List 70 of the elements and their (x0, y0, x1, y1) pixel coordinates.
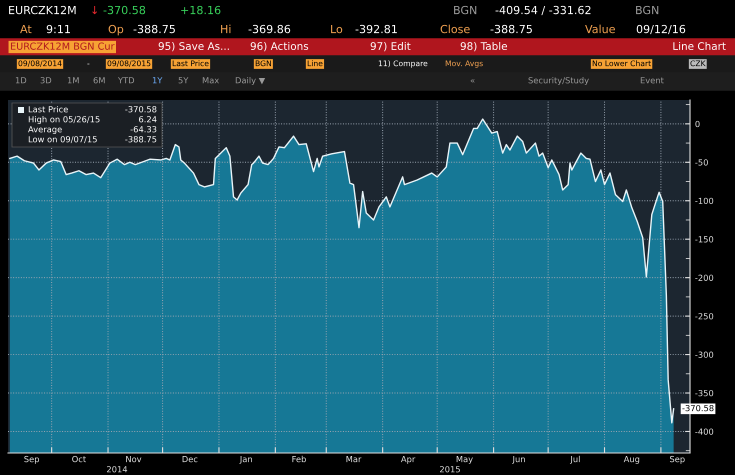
y-tick-label: -300 (695, 352, 714, 358)
x-tick-label: Feb (292, 456, 306, 462)
text: 1M (68, 77, 79, 84)
x-tick-label: Sep (24, 456, 40, 464)
text: Op (108, 24, 124, 36)
text: 98) Table (460, 42, 508, 52)
text: Lo (331, 24, 342, 34)
text: 95) Save As... (158, 42, 229, 52)
text: 5Y (178, 77, 188, 84)
text: EURCZK12M BGN Cur (10, 42, 115, 50)
text: -370.58 (104, 6, 146, 14)
text: 3D (40, 77, 52, 84)
x-tick-label: Jul (570, 456, 580, 464)
y-tick-label: -200 (695, 274, 714, 281)
x-tick-label: Mar (346, 456, 362, 462)
text: Hi (221, 24, 230, 34)
text: -388.75 (134, 24, 175, 34)
text: -392.81 (356, 24, 397, 34)
text: 1Y (152, 77, 162, 84)
text: Close (440, 24, 470, 34)
text: Value (585, 24, 615, 34)
annotation: -388.75 (125, 136, 156, 142)
y-tick-label: -100 (695, 198, 714, 204)
chart-title: EURCZK12M (9, 6, 76, 14)
text: 6M (94, 77, 105, 84)
text: Line Chart (673, 42, 726, 50)
annotation: Average (28, 126, 62, 134)
x-tick-label: Apr (400, 456, 416, 464)
text: +18.16 (181, 6, 220, 14)
text: -409.54 / -331.62 (496, 6, 590, 16)
x-tick-label: Nov (126, 456, 142, 462)
text: « (470, 78, 474, 83)
x-tick-label: Jun (512, 456, 525, 464)
text: Max (202, 77, 219, 84)
text: 96) Actions (250, 42, 308, 52)
y-tick-label: -150 (695, 236, 714, 242)
text: 2015 (440, 466, 460, 472)
text: Security/Study (528, 76, 589, 86)
annotation: -370.58 (125, 106, 156, 112)
x-tick-label: Oct (72, 456, 86, 462)
y-tick-label: -350 (695, 390, 714, 396)
text: At (20, 24, 32, 34)
x-tick-label: Aug (624, 456, 640, 464)
x-tick-label: May (456, 456, 473, 464)
annotation: High on 05/26/15 (28, 116, 100, 124)
text: 2014 (107, 466, 128, 472)
text: ↓ (92, 6, 98, 14)
text: Daily ▼ (236, 76, 266, 86)
y-tick-label: -250 (695, 313, 714, 320)
x-tick-label: Jan (239, 456, 252, 464)
text: Event (640, 77, 664, 84)
annotation: -64.33 (130, 126, 156, 132)
annotation: 6.24 (139, 116, 157, 122)
text: 97) Edit (370, 42, 411, 52)
text: 1D (16, 77, 26, 84)
text: YTD (118, 77, 134, 84)
text: 09/12/16 (636, 24, 686, 34)
annotation: Low on 09/07/15 (28, 136, 97, 144)
text: 9:11 (46, 24, 70, 34)
text: BGN (454, 6, 476, 14)
x-tick-label: Sep (670, 456, 685, 464)
x-tick-label: Dec (182, 456, 198, 462)
text: BGN (636, 6, 658, 14)
y-tick-label: -400 (695, 428, 714, 435)
y-tick-label: 0 (695, 120, 700, 128)
annotation: -370.58 (682, 404, 714, 412)
text: -388.75 (490, 24, 532, 34)
legend-label: Last Price (28, 106, 68, 112)
y-tick-label: -50 (695, 159, 708, 166)
text: -369.86 (248, 24, 290, 34)
